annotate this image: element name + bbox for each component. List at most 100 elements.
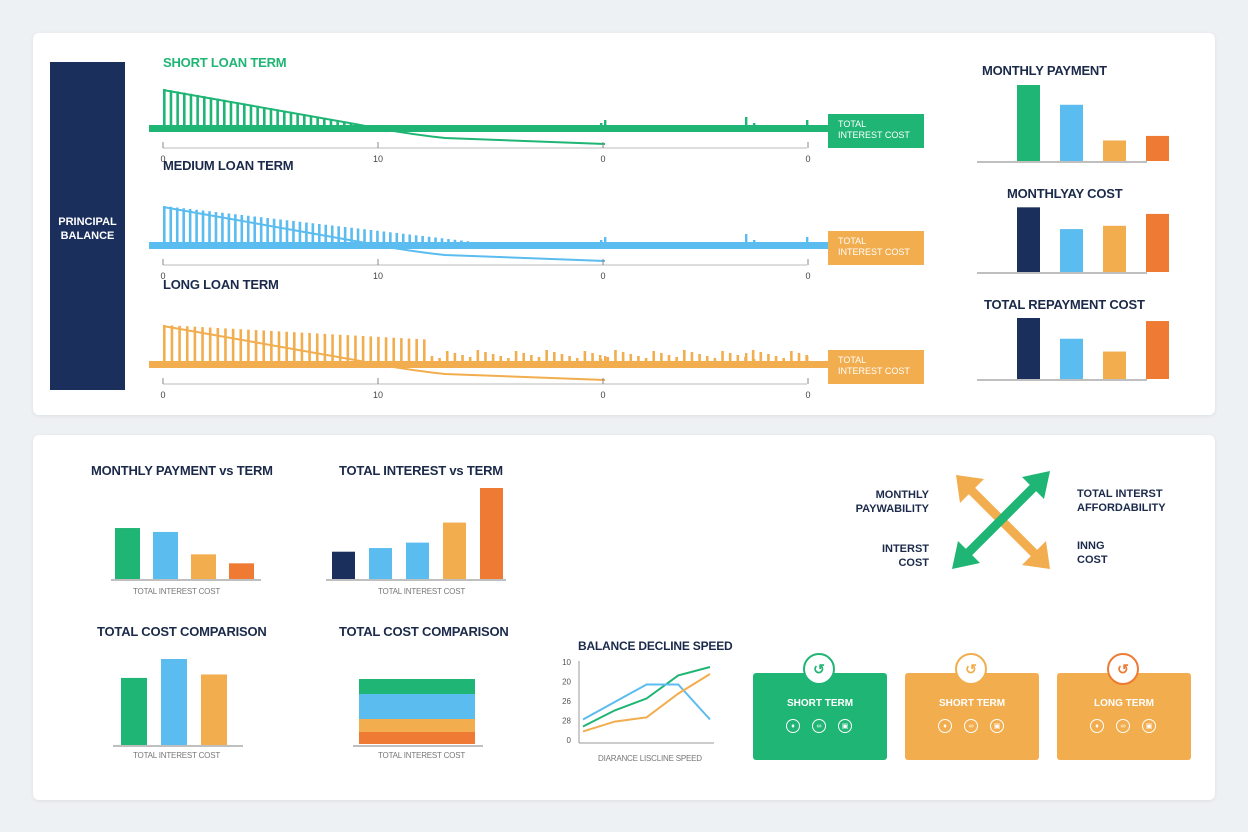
term-bar bbox=[356, 228, 360, 245]
term-bar bbox=[721, 351, 724, 364]
term-bar bbox=[667, 355, 671, 364]
card-badge-icon: ↺ bbox=[955, 653, 987, 685]
principal-label-line1: PRINCIPAL bbox=[58, 216, 117, 228]
term-bar bbox=[408, 234, 412, 245]
term-card-2[interactable] bbox=[1057, 673, 1191, 760]
term-bar bbox=[259, 217, 263, 245]
drop-icon[interactable]: ♦ bbox=[938, 719, 952, 733]
bar bbox=[153, 531, 178, 579]
term-bar bbox=[169, 206, 173, 245]
term-bar bbox=[530, 355, 533, 364]
term-bar bbox=[751, 350, 755, 364]
term-bar bbox=[279, 219, 282, 245]
tradeoff-bottom-left-line1: INTERST bbox=[881, 543, 929, 555]
term-bar bbox=[178, 325, 181, 364]
y-tick-label: 10 bbox=[562, 658, 571, 667]
term-bar bbox=[283, 110, 286, 128]
balance-decline-caption: DIARANCE LISCLINE SPEED bbox=[598, 754, 702, 763]
lock-icon[interactable]: ▣ bbox=[838, 719, 852, 733]
card-title: SHORT TERM bbox=[938, 698, 1006, 709]
tag-line1: TOTAL bbox=[838, 236, 866, 246]
drop-icon[interactable]: ♦ bbox=[1090, 719, 1104, 733]
stack-layer bbox=[359, 694, 475, 719]
term-bar bbox=[395, 233, 399, 245]
term-bar bbox=[476, 350, 480, 364]
term-bar bbox=[216, 327, 220, 364]
balance-decline-title: BALANCE DECLINE SPEED bbox=[578, 639, 733, 653]
term-bar bbox=[415, 338, 418, 364]
term-bar bbox=[698, 354, 701, 364]
term-bar bbox=[262, 330, 266, 364]
term-bar bbox=[423, 339, 426, 364]
drop-icon[interactable]: ♦ bbox=[786, 719, 800, 733]
monthly-payment-chart bbox=[977, 85, 1169, 163]
term-bar bbox=[484, 352, 487, 364]
term-bar bbox=[169, 90, 173, 128]
tradeoff-bottom-left-line2: COST bbox=[898, 557, 929, 569]
bar bbox=[1017, 207, 1040, 272]
term-bar bbox=[223, 99, 226, 128]
term-bar bbox=[249, 104, 253, 128]
term-bar bbox=[227, 213, 231, 245]
term-bar bbox=[400, 338, 403, 364]
bar bbox=[201, 674, 227, 745]
term-bar bbox=[453, 353, 457, 364]
term-bar bbox=[221, 212, 224, 245]
term-bar bbox=[289, 111, 293, 128]
term-bar bbox=[216, 98, 219, 128]
tradeoff-bottom-right: INNG COST bbox=[1077, 539, 1108, 567]
link-icon[interactable]: ∞ bbox=[964, 719, 978, 733]
bar bbox=[406, 542, 429, 579]
tick-label: 0 bbox=[160, 154, 165, 164]
term-bar bbox=[214, 212, 218, 245]
term-bar bbox=[246, 215, 250, 245]
loan-term-panel: PRINCIPAL BALANCE SHORT LOAN TERM 0 10 0 0 TO… bbox=[33, 33, 1215, 415]
term-bar bbox=[499, 356, 503, 364]
term-bar bbox=[806, 356, 809, 364]
term-bar bbox=[337, 226, 340, 245]
lock-icon[interactable]: ▣ bbox=[1142, 719, 1156, 733]
term-bar bbox=[392, 337, 396, 364]
stack-layer bbox=[359, 719, 475, 732]
term-bar bbox=[175, 207, 179, 245]
tick-label: 0 bbox=[160, 271, 165, 281]
term-bar bbox=[231, 328, 235, 364]
term-bar bbox=[315, 333, 319, 364]
term-bar bbox=[614, 350, 617, 364]
term-bar bbox=[163, 206, 166, 245]
tradeoff-top-left-line2: PAYWABILITY bbox=[855, 503, 929, 515]
term-card-1[interactable] bbox=[905, 673, 1039, 760]
bar bbox=[480, 488, 503, 579]
term-bar bbox=[329, 119, 333, 128]
principal-label-line2: BALANCE bbox=[60, 230, 115, 242]
tick-label: 0 bbox=[600, 154, 605, 164]
term-bar bbox=[591, 353, 594, 364]
term-card-0[interactable] bbox=[753, 673, 887, 760]
monthly-vs-term-title: MONTHLY PAYMENT vs TERM bbox=[91, 463, 273, 478]
tradeoff-top-right: TOTAL INTERST AFFORDABILITY bbox=[1077, 487, 1166, 515]
term-bar bbox=[170, 325, 174, 364]
interest-cost-tag bbox=[828, 350, 924, 384]
term-bar bbox=[361, 336, 365, 364]
term-bar bbox=[234, 214, 237, 245]
link-icon[interactable]: ∞ bbox=[1116, 719, 1130, 733]
term-bar bbox=[201, 210, 205, 245]
term-bar bbox=[247, 329, 250, 364]
term-bar bbox=[675, 357, 678, 364]
monthly-vs-term-caption: TOTAL INTEREST COST bbox=[133, 587, 221, 596]
comparison-panel: MONTHLY PAYMENT vs TERM TOTAL INTEREST C… bbox=[33, 435, 1215, 800]
card-badge-icon: ↺ bbox=[1107, 653, 1139, 685]
bar bbox=[121, 677, 147, 745]
link-icon[interactable]: ∞ bbox=[812, 719, 826, 733]
term-bar bbox=[253, 216, 257, 245]
term-bar bbox=[445, 351, 449, 364]
term-bar bbox=[363, 229, 366, 245]
tick-label: 0 bbox=[805, 271, 810, 281]
tradeoff-top-left: MONTHLY PAYWABILITY bbox=[843, 488, 929, 516]
lock-icon[interactable]: ▣ bbox=[990, 719, 1004, 733]
term-bar bbox=[606, 357, 610, 364]
term-bar bbox=[189, 93, 193, 128]
term-title-2: LONG LOAN TERM bbox=[163, 277, 279, 292]
